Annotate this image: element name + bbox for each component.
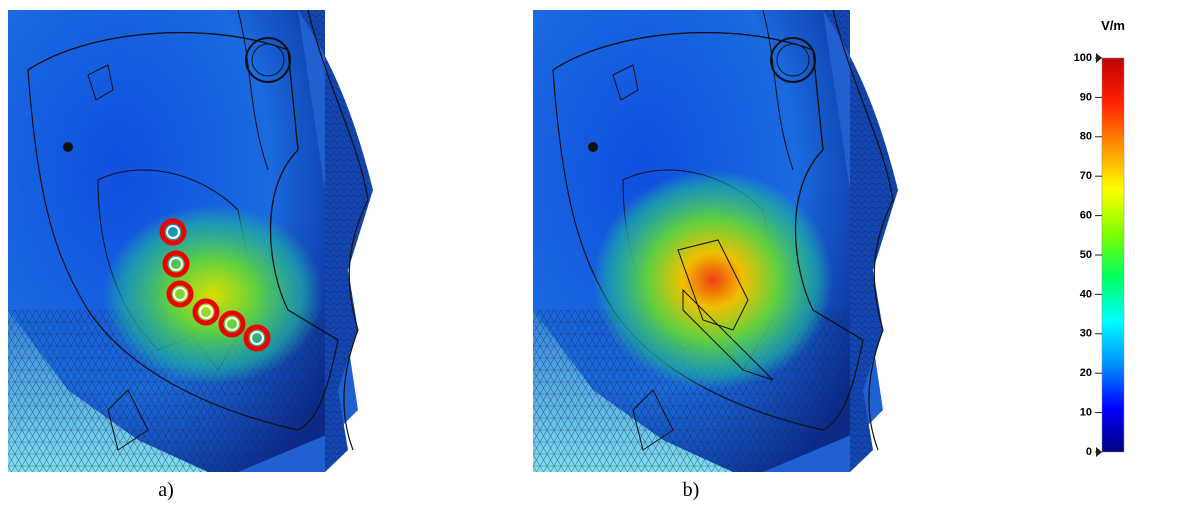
- tick-label: 20: [1080, 367, 1092, 379]
- colorbar-arrow: [1096, 53, 1102, 63]
- colorbar-title: V/m: [1101, 18, 1125, 33]
- panel-label: b): [683, 479, 700, 501]
- tick-label: 0: [1086, 446, 1092, 458]
- panel-a-image: [7, 9, 374, 473]
- tick-label: 10: [1080, 407, 1092, 419]
- tick-label: 80: [1080, 131, 1092, 143]
- tick-label: 40: [1080, 288, 1092, 300]
- colorbar-arrow: [1096, 447, 1102, 457]
- tick-label: 60: [1080, 210, 1092, 222]
- panel-label: a): [158, 479, 174, 501]
- tick-label: 70: [1080, 170, 1092, 182]
- tick-label: 100: [1074, 52, 1092, 64]
- tick-label: 30: [1080, 328, 1092, 340]
- tick-label: 50: [1080, 249, 1092, 261]
- panel-b-image: [532, 9, 899, 473]
- colorbar: [1101, 57, 1125, 453]
- tick-label: 90: [1080, 91, 1092, 103]
